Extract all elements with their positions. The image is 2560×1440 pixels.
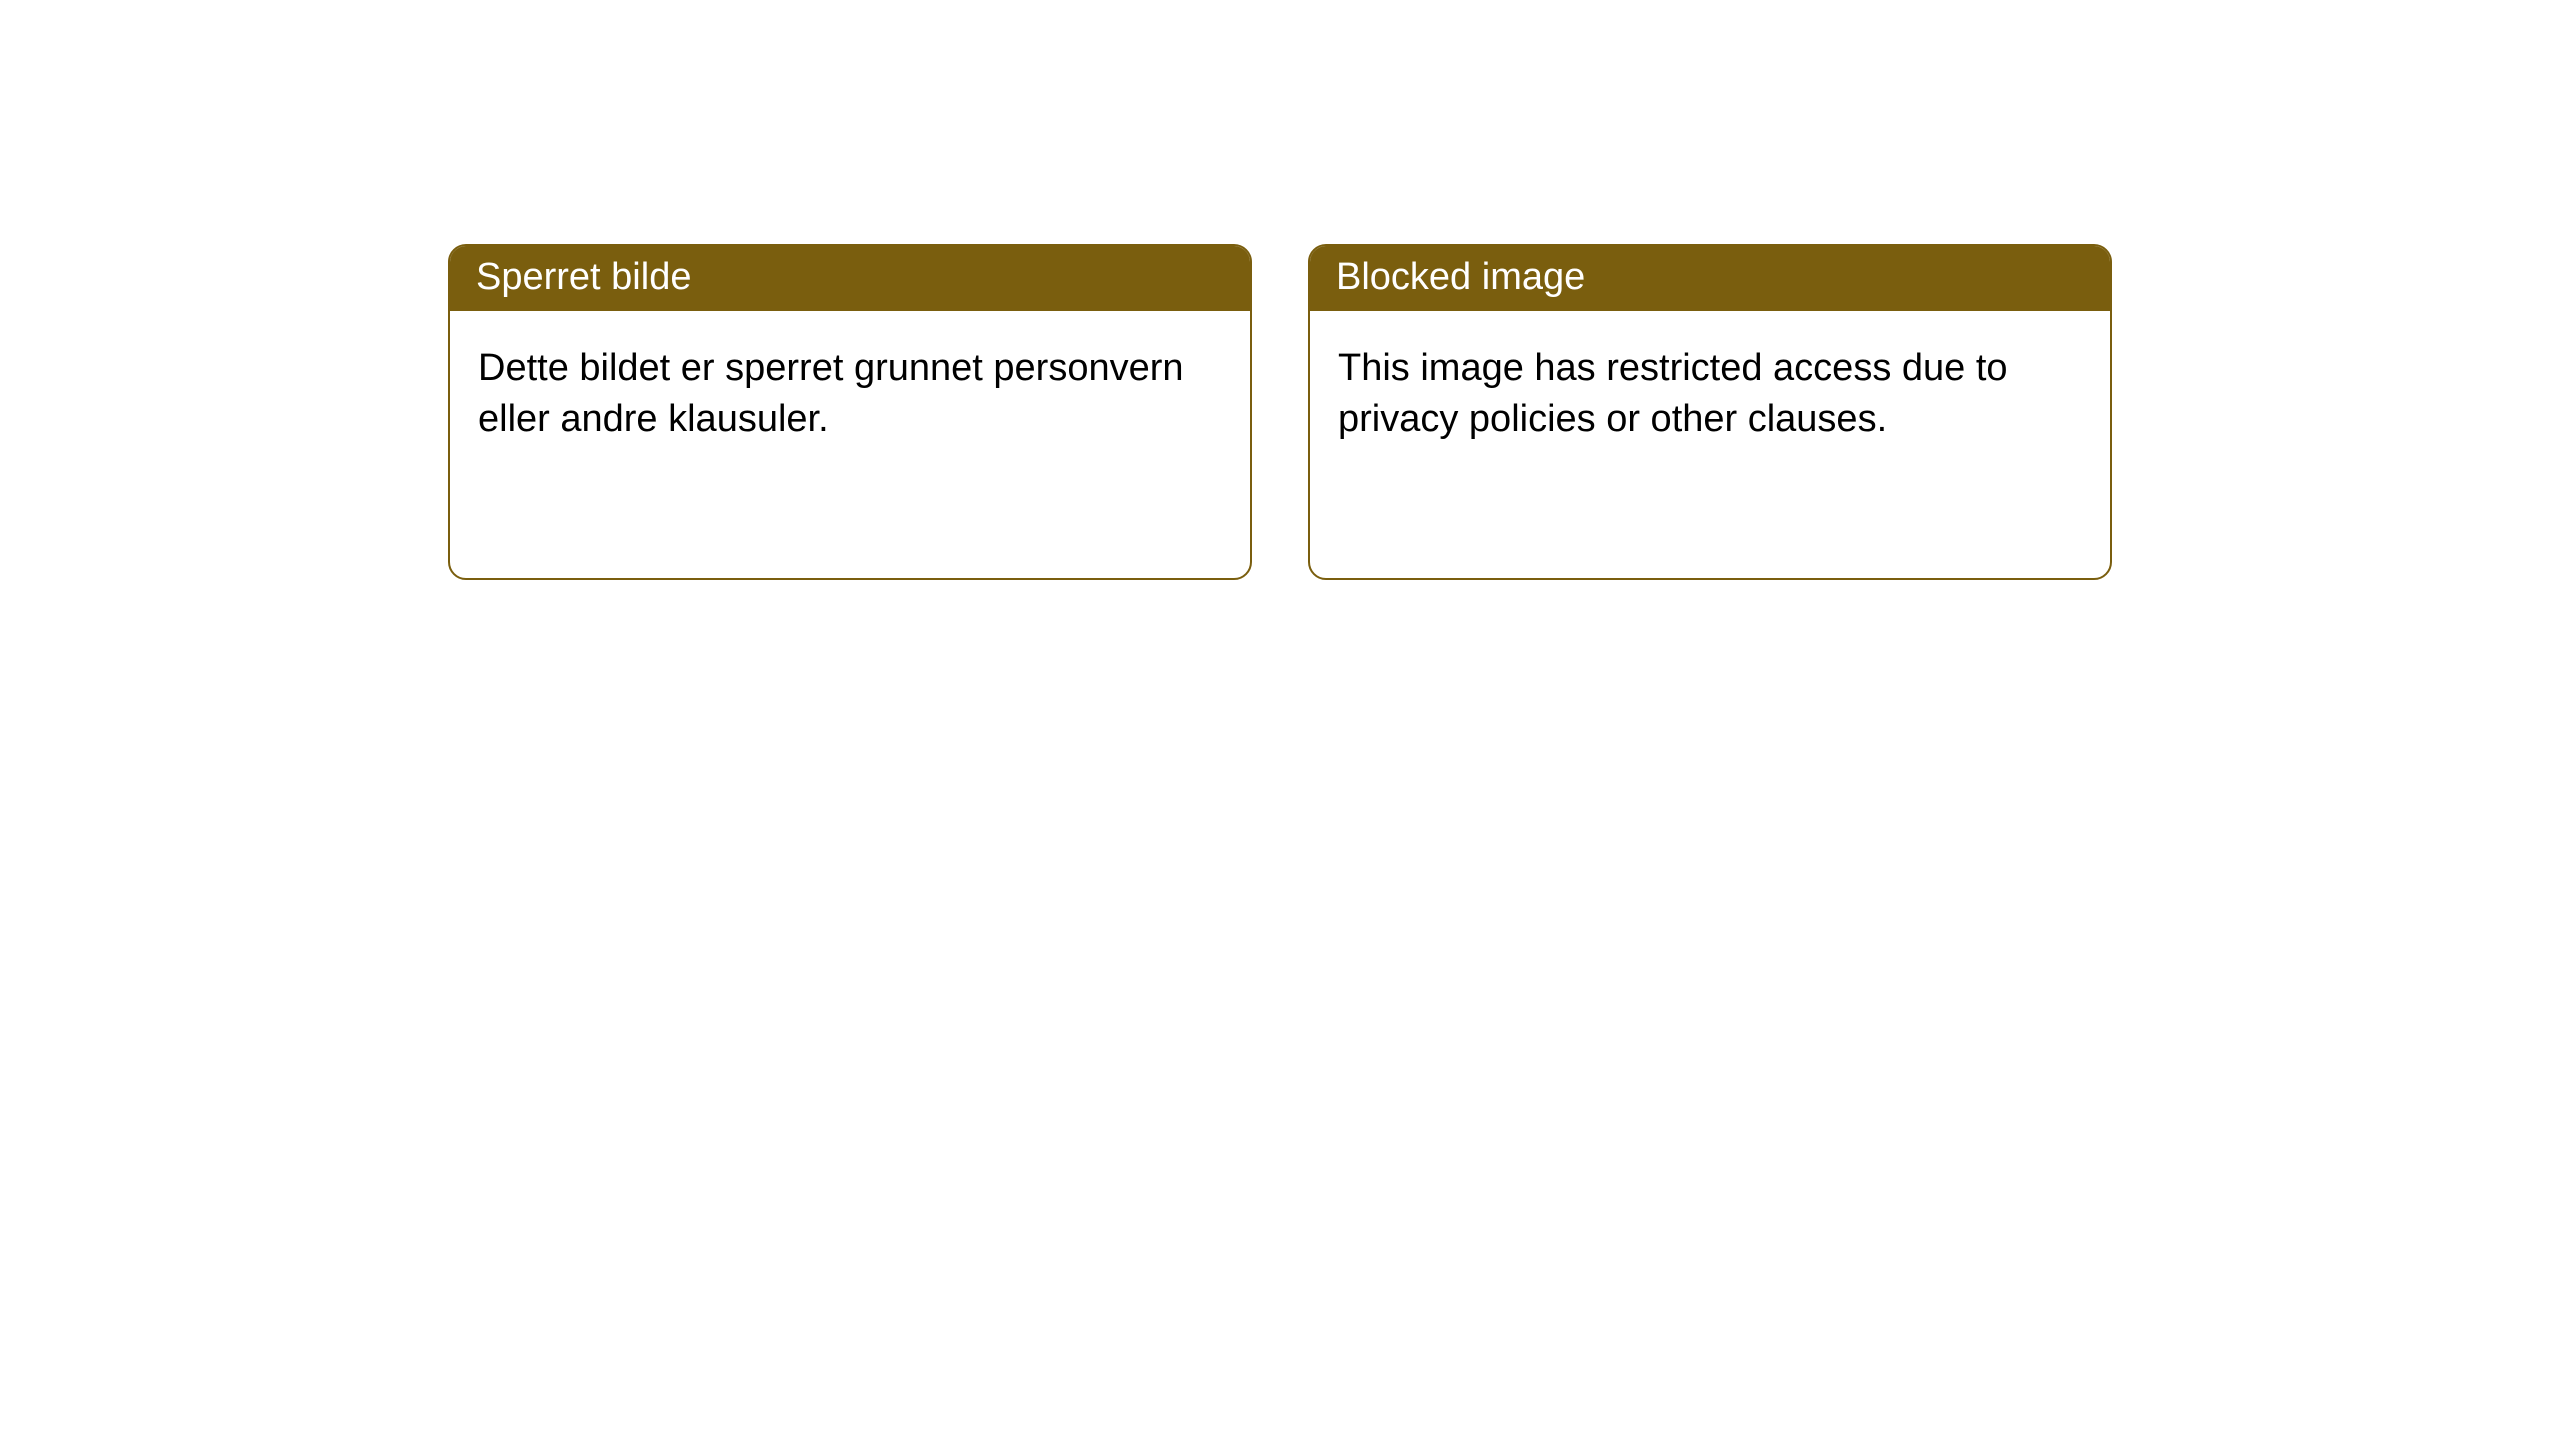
notice-title: Blocked image: [1310, 246, 2110, 311]
notice-card-norwegian: Sperret bilde Dette bildet er sperret gr…: [448, 244, 1252, 580]
notice-card-english: Blocked image This image has restricted …: [1308, 244, 2112, 580]
notice-title: Sperret bilde: [450, 246, 1250, 311]
notice-container: Sperret bilde Dette bildet er sperret gr…: [0, 0, 2560, 580]
notice-body: This image has restricted access due to …: [1310, 311, 2110, 478]
notice-body: Dette bildet er sperret grunnet personve…: [450, 311, 1250, 478]
